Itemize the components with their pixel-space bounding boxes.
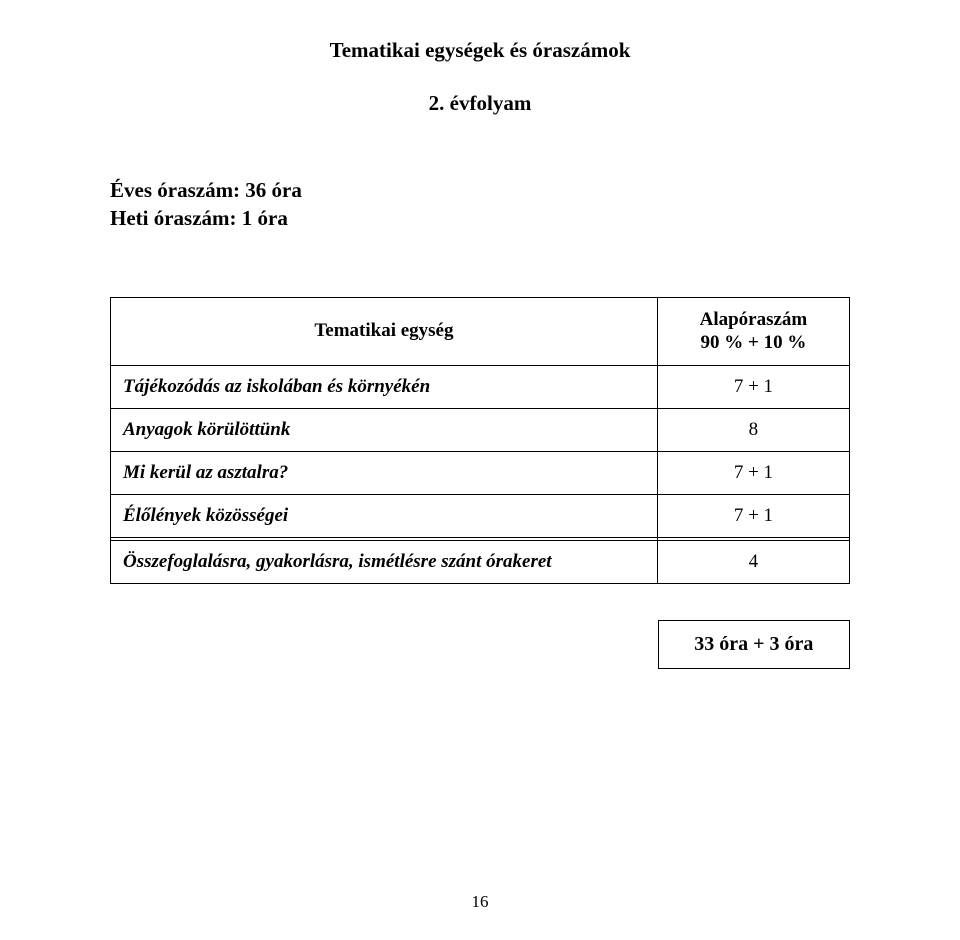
topic-cell: Összefoglalásra, gyakorlásra, ismétlésre… bbox=[111, 540, 658, 583]
table-row: Élőlények közösségei 7 + 1 bbox=[111, 495, 850, 538]
table-header-row: Tematikai egység Alapóraszám 90 % + 10 % bbox=[111, 297, 850, 366]
topic-cell: Mi kerül az asztalra? bbox=[111, 452, 658, 495]
hours-header-line1: Alapóraszám bbox=[700, 309, 808, 330]
meta-line-weekly: Heti óraszám: 1 óra bbox=[110, 204, 850, 232]
table-row: Tájékozódás az iskolában és környékén 7 … bbox=[111, 366, 850, 409]
topic-hours-table: Tematikai egység Alapóraszám 90 % + 10 %… bbox=[110, 297, 850, 669]
meta-block: Éves óraszám: 36 óra Heti óraszám: 1 óra bbox=[110, 176, 850, 233]
meta-line-yearly: Éves óraszám: 36 óra bbox=[110, 176, 850, 204]
hours-cell: 8 bbox=[657, 409, 849, 452]
topic-cell: Élőlények közösségei bbox=[111, 495, 658, 538]
page-title: Tematikai egységek és óraszámok bbox=[110, 38, 850, 63]
table-row: Mi kerül az asztalra? 7 + 1 bbox=[111, 452, 850, 495]
hours-cell: 7 + 1 bbox=[657, 452, 849, 495]
table-row: Összefoglalásra, gyakorlásra, ismétlésre… bbox=[111, 540, 850, 583]
table-header-hours: Alapóraszám 90 % + 10 % bbox=[657, 297, 849, 366]
page-number: 16 bbox=[0, 892, 960, 912]
page-subtitle: 2. évfolyam bbox=[110, 91, 850, 116]
table-row: Anyagok körülöttünk 8 bbox=[111, 409, 850, 452]
hours-cell: 4 bbox=[657, 540, 849, 583]
total-hours-box: 33 óra + 3 óra bbox=[658, 620, 850, 669]
document-page: Tematikai egységek és óraszámok 2. évfol… bbox=[0, 0, 960, 940]
topic-cell: Anyagok körülöttünk bbox=[111, 409, 658, 452]
hours-cell: 7 + 1 bbox=[657, 366, 849, 409]
hours-header-line2: 90 % + 10 % bbox=[701, 332, 807, 353]
total-row: 33 óra + 3 óra bbox=[110, 620, 850, 669]
table-header-topic: Tematikai egység bbox=[111, 297, 658, 366]
topic-cell: Tájékozódás az iskolában és környékén bbox=[111, 366, 658, 409]
hours-cell: 7 + 1 bbox=[657, 495, 849, 538]
